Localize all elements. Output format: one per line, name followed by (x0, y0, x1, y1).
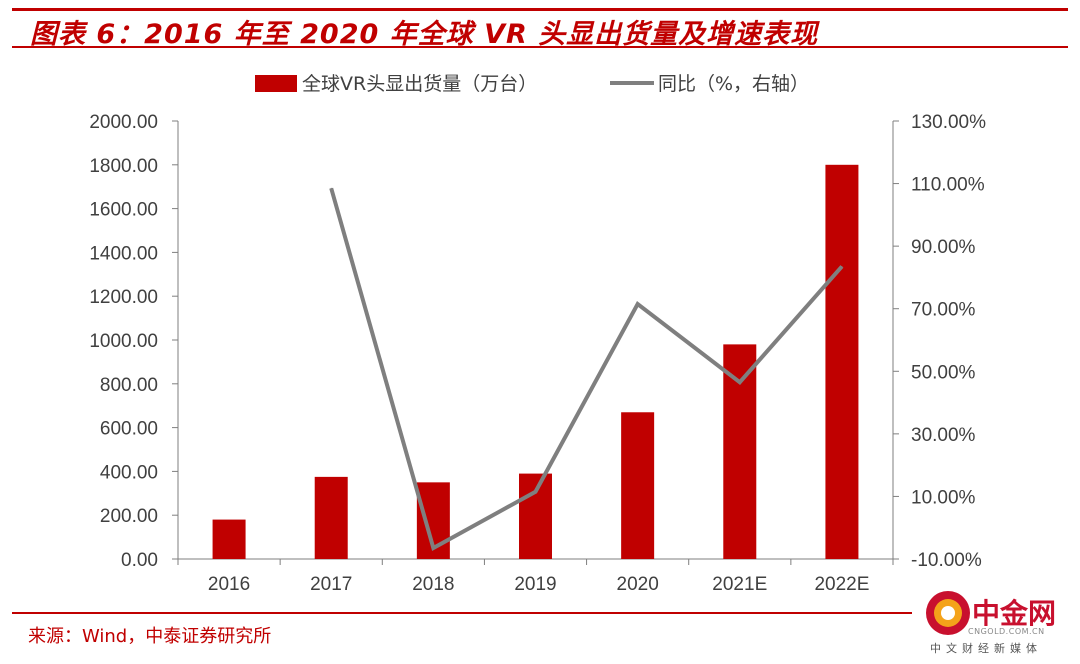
y-left-tick-label: 1400.00 (89, 243, 158, 264)
y-left-tick-label: 1800.00 (89, 156, 158, 177)
legend-line-label: 同比（%，右轴） (658, 73, 809, 95)
y-right-tick-label: 110.00% (911, 175, 985, 196)
bar (621, 412, 655, 559)
watermark-tagline: 中文财经新媒体 (930, 642, 1042, 655)
bar (519, 473, 552, 559)
watermark-name: 中金网 (972, 597, 1057, 630)
chart-title: 图表 6：2016 年至 2020 年全球 VR 头显出货量及增速表现 (30, 19, 819, 50)
bar (212, 519, 246, 559)
bar (723, 344, 757, 559)
y-right-tick-label: 70.00% (911, 300, 976, 321)
x-tick-label: 2018 (412, 574, 454, 595)
line-point (739, 381, 741, 383)
x-tick-label: 2019 (514, 574, 556, 595)
source-note: 来源：Wind，中泰证券研究所 (28, 626, 272, 647)
y-right-tick-label: 90.00% (911, 237, 976, 258)
bar (314, 476, 348, 559)
y-left-tick-label: 200.00 (100, 506, 158, 527)
line-point (841, 265, 843, 267)
y-right-tick-label: -10.00% (911, 550, 982, 571)
watermark-url: CNGOLD.COM.CN (968, 627, 1045, 636)
cngold-logo-icon (926, 591, 970, 635)
chart: 0.00 200.00 400.00 600.00 800.00 1000.00 1200.… (89, 73, 986, 595)
y-left-tick-label: 400.00 (100, 462, 158, 483)
x-tick-label: 2022E (814, 574, 869, 595)
footer-rule (12, 612, 912, 614)
title-top-rule (12, 8, 1068, 11)
y-right-tick-label: 130.00% (911, 112, 986, 133)
y-left-tick-label: 1600.00 (89, 200, 158, 221)
title-bottom-rule (12, 46, 1068, 48)
line-series-yoy (329, 187, 844, 552)
x-tick-label: 2016 (208, 574, 250, 595)
x-tick-label: 2021E (712, 574, 767, 595)
y-left-tick-label: 800.00 (100, 375, 158, 396)
line-point (432, 547, 434, 549)
bar (825, 164, 859, 560)
y-left-tick-label: 0.00 (121, 550, 158, 571)
line-point (330, 187, 332, 189)
y-left-tick-label: 2000.00 (89, 112, 158, 133)
y-left-tick-label: 1000.00 (89, 331, 158, 352)
y-right-tick-label: 10.00% (911, 487, 976, 508)
line-point (535, 491, 536, 493)
line-point (637, 303, 639, 305)
y-left-tick-label: 1200.00 (89, 287, 158, 308)
y-right-tick-label: 50.00% (911, 362, 976, 383)
y-right-tick-label: 30.00% (911, 425, 976, 446)
legend-bar-label: 全球VR头显出货量（万台） (302, 73, 537, 95)
y-left-tick-label: 600.00 (100, 419, 158, 440)
x-tick-label: 2017 (310, 574, 352, 595)
legend-bar-swatch (255, 75, 297, 92)
x-tick-label: 2020 (617, 574, 659, 595)
